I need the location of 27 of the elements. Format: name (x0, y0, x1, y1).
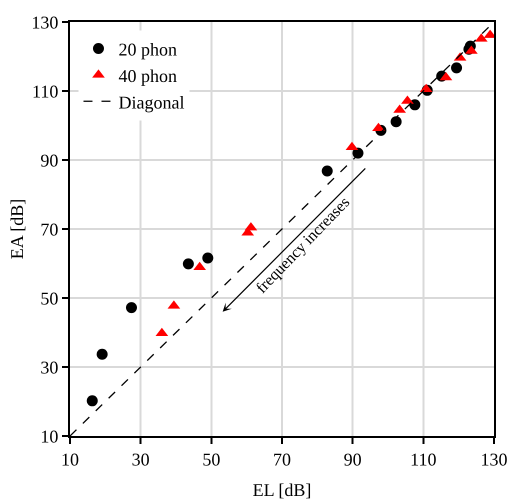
point (126, 302, 137, 314)
point (409, 99, 420, 110)
x-tick-label: 90 (344, 450, 362, 470)
point (451, 62, 462, 74)
point (202, 252, 214, 264)
x-tick-label: 50 (202, 450, 220, 470)
point (322, 166, 333, 177)
x-tick-label: 130 (480, 450, 508, 470)
y-tick-label: 70 (40, 219, 58, 240)
x-tick-label: 30 (132, 450, 150, 470)
y-tick-label: 90 (40, 150, 58, 170)
x-axis-title: EL [dB] (252, 480, 312, 500)
y-tick-label: 30 (40, 357, 58, 378)
x-tick-label: 70 (273, 450, 291, 470)
y-tick-label: 110 (32, 81, 58, 102)
x-tick-label: 110 (410, 450, 436, 470)
y-tick-label: 10 (40, 426, 58, 446)
y-axis-title: EA [dB] (7, 198, 27, 260)
point (182, 258, 194, 270)
y-tick-label: 50 (40, 288, 58, 308)
y-tick-label: 130 (31, 12, 58, 32)
legend-label: 40 phon (118, 66, 177, 86)
legend-label: 20 phon (118, 40, 177, 60)
point (86, 395, 98, 406)
legend-label: Diagonal (118, 92, 184, 112)
x-tick-label: 10 (61, 450, 79, 470)
point (96, 348, 108, 360)
